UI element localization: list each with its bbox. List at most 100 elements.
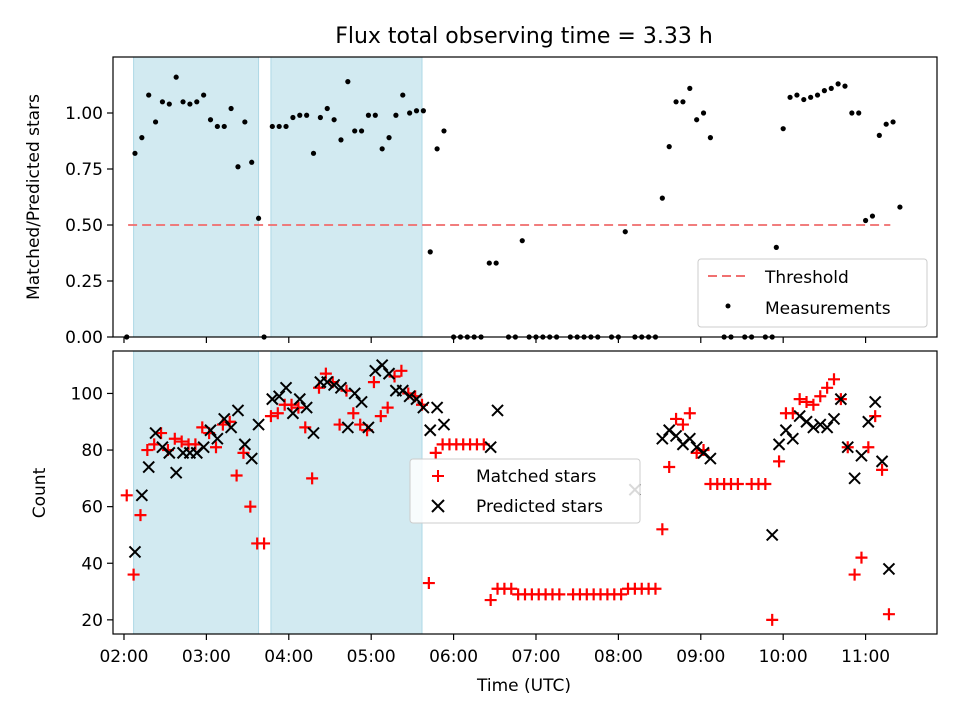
measurement-point — [372, 112, 378, 118]
x-tick-label: 11:00 — [841, 647, 890, 667]
predicted-star-point — [862, 415, 875, 428]
y-tick-label: 60 — [81, 498, 103, 518]
measurement-point — [214, 123, 220, 130]
measurement-point — [707, 135, 714, 141]
matched-star-point — [656, 523, 669, 536]
x-tick-label: 08:00 — [594, 647, 643, 667]
count-y-ticks: 20 40 60 80 100 — [71, 384, 113, 631]
measurement-point — [166, 101, 172, 107]
measurement-point — [801, 96, 807, 103]
measurement-point — [890, 119, 896, 125]
x-tick-label: 05:00 — [347, 647, 396, 667]
matched-star-point — [848, 568, 861, 581]
predicted-star-point — [204, 424, 217, 437]
legend-threshold-label: Threshold — [764, 268, 849, 288]
predicted-star-point — [683, 432, 697, 445]
predicted-star-point — [491, 404, 504, 417]
measurement-point — [666, 144, 672, 150]
y-tick-label: 40 — [81, 554, 103, 574]
measurement-point — [694, 117, 700, 123]
matched-star-point — [828, 373, 840, 386]
count-legend: Matched stars Predicted stars — [409, 458, 641, 524]
matched-star-point — [395, 364, 408, 377]
predicted-star-point — [765, 528, 779, 542]
measurement-point — [180, 99, 186, 105]
measurement-point — [365, 112, 372, 118]
matched-star-point — [367, 376, 380, 389]
measurement-point — [622, 229, 628, 235]
x-tick-label: 09:00 — [676, 647, 725, 667]
predicted-star-point — [814, 418, 827, 431]
measurement-point — [814, 92, 821, 98]
measurement-point — [835, 81, 841, 87]
measurement-point — [173, 74, 179, 80]
measurement-point — [379, 146, 385, 152]
count-axes-frame — [112, 350, 938, 635]
measurement-point — [420, 108, 426, 114]
predicted-star-point — [417, 401, 430, 414]
count-x-ticks: 02:00 03:00 04:00 05:00 06:00 07:00 08:00 09:00… — [99, 634, 890, 667]
matched-star-point — [615, 588, 628, 601]
predicted-star-point — [142, 460, 155, 474]
measurement-point — [235, 164, 241, 170]
measurement-point — [680, 99, 686, 105]
matched-star-point — [793, 393, 806, 406]
predicted-star-point — [375, 358, 389, 372]
matched-star-point — [670, 412, 683, 425]
predicted-star-point — [231, 404, 245, 417]
matched-star-point — [258, 537, 271, 550]
predicted-star-point — [355, 395, 368, 409]
matched-star-point — [663, 461, 676, 474]
predicted-star-point — [882, 562, 896, 576]
ratio-x-ticks — [123, 337, 867, 343]
matched-star-point — [759, 478, 772, 491]
predicted-star-point — [820, 421, 834, 434]
predicted-star-point — [779, 424, 793, 437]
predicted-star-point — [169, 466, 183, 479]
x-tick-label: 02:00 — [99, 647, 148, 667]
measurement-point — [400, 92, 406, 98]
measurement-point — [338, 137, 344, 143]
measurement-point — [659, 195, 665, 201]
measurement-point — [780, 126, 786, 132]
predicted-star-point — [327, 378, 341, 392]
measurement-point — [794, 92, 800, 98]
measurement-point — [673, 99, 679, 105]
measurement-point — [519, 238, 525, 244]
predicted-star-point — [827, 412, 841, 426]
matched-star-point — [120, 489, 133, 502]
matched-star-point — [862, 441, 875, 454]
measurement-point — [687, 85, 693, 91]
measurement-point — [221, 123, 227, 130]
measurement-point — [393, 112, 399, 118]
matched-star-point — [484, 594, 497, 607]
predicted-star-point — [293, 392, 306, 406]
measurement-point — [869, 213, 876, 219]
predicted-star-point — [341, 421, 355, 434]
matched-star-point — [299, 421, 312, 434]
y-tick-label: 100 — [71, 384, 103, 404]
predicted-star-point — [807, 421, 820, 434]
legend-measurements-label: Measurements — [765, 299, 891, 319]
matched-star-point — [429, 446, 442, 459]
measurement-point — [441, 128, 447, 134]
predicted-star-point — [841, 441, 854, 454]
measurement-point — [486, 260, 492, 266]
measurement-point — [139, 135, 145, 141]
predicted-star-point — [163, 446, 176, 460]
ratio-panel: 0.00 0.25 0.50 0.75 1.00 Matched/Predicted s… — [24, 56, 938, 348]
measurement-point — [159, 99, 166, 105]
measurement-point — [269, 123, 275, 130]
measurement-point — [856, 110, 862, 116]
matched-star-point — [683, 407, 696, 420]
matched-star-point — [422, 577, 435, 590]
predicted-star-point — [656, 432, 669, 445]
predicted-star-point — [410, 392, 423, 406]
legend-matched-label: Matched stars — [476, 467, 596, 487]
matched-star-point — [155, 427, 168, 440]
predicted-star-point — [424, 424, 437, 437]
predicted-star-point — [786, 432, 800, 445]
measurement-point — [427, 249, 433, 255]
matched-star-point — [347, 407, 360, 420]
predicted-star-point — [348, 387, 361, 400]
